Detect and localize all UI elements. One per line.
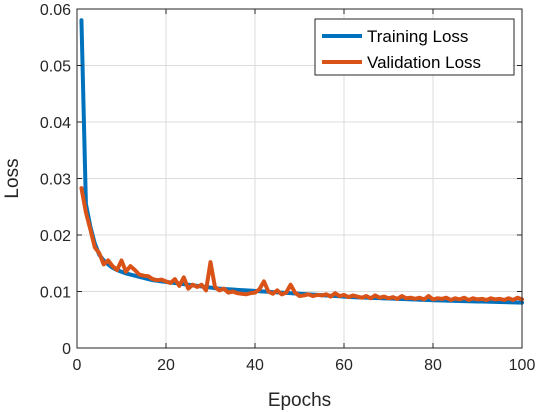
legend-box [314, 18, 515, 76]
axis-ticks: 0 20 40 60 80 100 0 0.01 0.02 0.03 0.04 0.05 0.06 [40, 2, 536, 374]
legend-label-validation-loss: Validation Loss [367, 53, 481, 72]
x-tick-label-60: 60 [335, 357, 353, 374]
legend-label-training-loss: Training Loss [367, 27, 468, 46]
series-line-validation-loss [79, 186, 524, 302]
x-tick-label-0: 0 [73, 357, 82, 374]
x-tick-label-20: 20 [157, 357, 175, 374]
y-tick-label-0: 0 [62, 341, 71, 358]
series-lines [79, 18, 524, 305]
y-tick-label-0-01: 0.01 [40, 285, 71, 302]
x-tick-label-80: 80 [424, 357, 442, 374]
legend: Training Loss Validation Loss [314, 18, 515, 76]
y-axis-label: Loss [2, 158, 23, 198]
x-axis-label: Epochs [268, 390, 331, 411]
x-tick-label-40: 40 [246, 357, 264, 374]
y-tick-label-0-03: 0.03 [40, 172, 71, 189]
y-tick-label-0-05: 0.05 [40, 59, 71, 76]
y-tick-label-0-02: 0.02 [40, 228, 71, 245]
y-tick-label-0-06: 0.06 [40, 2, 71, 19]
y-tick-label-0-04: 0.04 [40, 115, 71, 132]
x-tick-label-100: 100 [509, 357, 536, 374]
